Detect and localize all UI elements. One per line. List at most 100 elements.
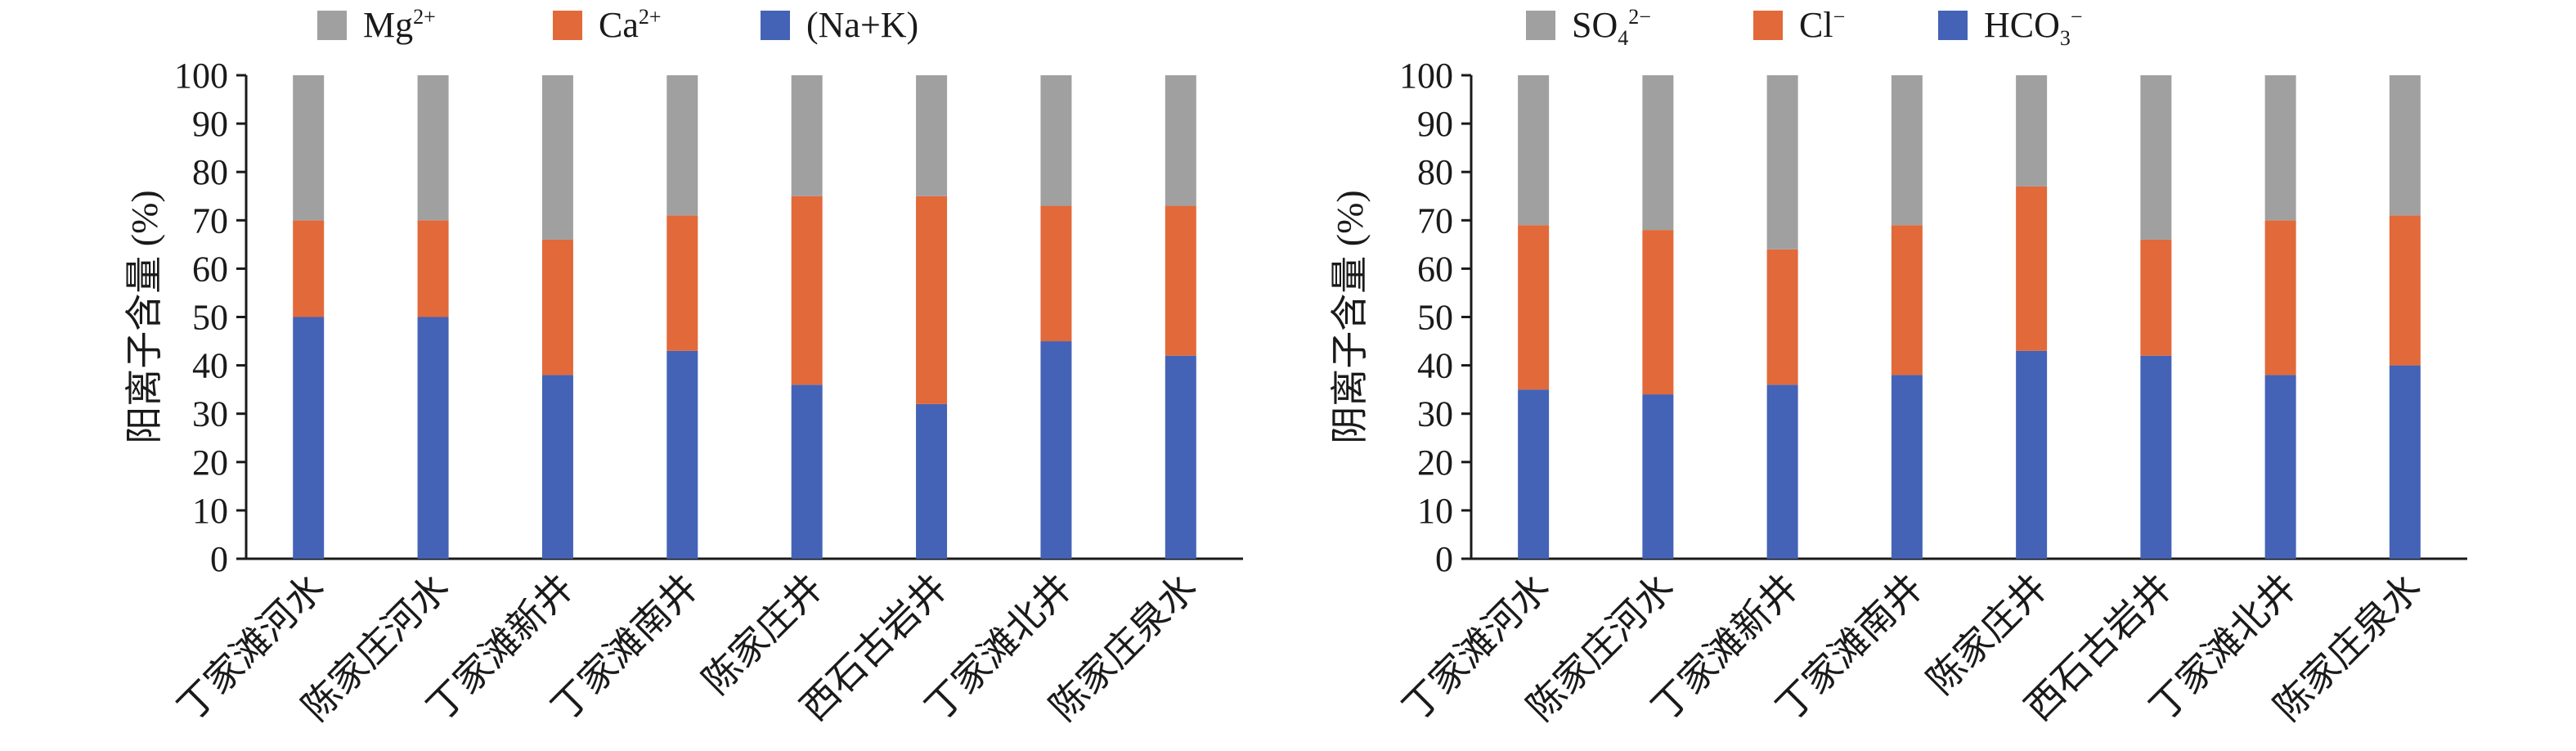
legend-label-superscript: 2+ bbox=[413, 5, 436, 29]
legend-label-superscript: 2− bbox=[1628, 5, 1651, 29]
legend-label-base: Ca bbox=[599, 5, 639, 45]
legend-label: SO42− bbox=[1572, 5, 1651, 50]
bar-segment-3 bbox=[1891, 75, 1923, 226]
legend-label-base: Mg bbox=[363, 5, 413, 45]
y-axis-label: 阳离子含量 (%) bbox=[123, 190, 165, 443]
bar-segment-1 bbox=[2140, 355, 2172, 559]
bar-segment-2 bbox=[1165, 205, 1196, 356]
legend-item: Cl− bbox=[1753, 5, 1845, 45]
legend-label: Ca2+ bbox=[599, 5, 662, 45]
bar-segment-3 bbox=[2140, 75, 2172, 240]
legend-label-subscript: 4 bbox=[1618, 26, 1628, 50]
legend-label: HCO3− bbox=[1984, 5, 2083, 50]
bar-segment-1 bbox=[791, 384, 823, 559]
bar-segment-2 bbox=[541, 239, 573, 376]
y-tick-label: 70 bbox=[192, 200, 228, 241]
legend-label: Mg2+ bbox=[363, 5, 436, 45]
y-tick-label: 40 bbox=[1417, 346, 1453, 386]
bar-segment-2 bbox=[1891, 225, 1923, 376]
bar-segment-1 bbox=[1040, 341, 1072, 559]
legend-label-subscript: 3 bbox=[2060, 26, 2071, 50]
bar-segment-3 bbox=[541, 75, 573, 240]
y-tick-label: 80 bbox=[192, 152, 228, 192]
bar-segment-2 bbox=[1040, 205, 1072, 342]
bar-segment-1 bbox=[1518, 389, 1550, 559]
legend-swatch bbox=[317, 11, 347, 40]
bar-segment-1 bbox=[2016, 350, 2048, 559]
bar-segment-2 bbox=[1518, 225, 1550, 390]
bar-segment-3 bbox=[916, 75, 948, 196]
y-tick-label: 0 bbox=[210, 539, 228, 579]
legend-swatch bbox=[1526, 11, 1555, 40]
bar-segment-3 bbox=[2016, 75, 2048, 187]
bar-segment-1 bbox=[1891, 375, 1923, 559]
bar-segment-1 bbox=[1642, 394, 1674, 559]
bar-segment-2 bbox=[2264, 220, 2296, 376]
y-tick-label: 100 bbox=[1399, 56, 1453, 96]
bar-segment-3 bbox=[1766, 75, 1798, 250]
y-tick-label: 40 bbox=[192, 346, 228, 386]
y-tick-label: 30 bbox=[192, 394, 228, 434]
y-tick-label: 0 bbox=[1435, 539, 1453, 579]
bar-segment-1 bbox=[666, 350, 698, 559]
y-tick-label: 70 bbox=[1417, 200, 1453, 241]
bar-segment-2 bbox=[2140, 239, 2172, 356]
y-tick-label: 20 bbox=[1417, 443, 1453, 483]
legend-item: Mg2+ bbox=[317, 5, 436, 45]
bar-segment-2 bbox=[666, 215, 698, 351]
bar-segment-1 bbox=[2389, 365, 2421, 559]
legend-label: Cl− bbox=[1799, 5, 1845, 45]
bar-segment-2 bbox=[2016, 186, 2048, 351]
legend-item: HCO3− bbox=[1938, 5, 2083, 50]
legend-item: (Na+K) bbox=[761, 5, 918, 45]
legend-label: (Na+K) bbox=[806, 5, 918, 45]
y-tick-label: 90 bbox=[192, 104, 228, 144]
bar-segment-2 bbox=[1642, 230, 1674, 395]
legend-label-base: HCO bbox=[1984, 5, 2060, 45]
legend-swatch bbox=[761, 11, 790, 40]
y-tick-label: 80 bbox=[1417, 152, 1453, 192]
y-tick-label: 50 bbox=[192, 298, 228, 338]
y-tick-label: 50 bbox=[1417, 298, 1453, 338]
y-tick-label: 10 bbox=[192, 491, 228, 531]
bar-segment-2 bbox=[417, 220, 449, 317]
bar-segment-1 bbox=[541, 375, 573, 559]
y-axis-label: 阴离子含量 (%) bbox=[1329, 190, 1371, 443]
y-tick-label: 60 bbox=[1417, 249, 1453, 289]
legend-label-base: (Na+K) bbox=[806, 5, 918, 45]
bar-segment-2 bbox=[293, 220, 325, 317]
y-tick-label: 60 bbox=[192, 249, 228, 289]
bar-segment-3 bbox=[1518, 75, 1550, 226]
legend-label-base: Cl bbox=[1799, 5, 1833, 45]
bar-segment-3 bbox=[293, 75, 325, 221]
bar-segment-2 bbox=[1766, 249, 1798, 385]
legend-swatch bbox=[1753, 11, 1783, 40]
y-tick-label: 20 bbox=[192, 443, 228, 483]
legend-item: Ca2+ bbox=[553, 5, 662, 45]
bar-segment-2 bbox=[2389, 215, 2421, 366]
bar-segment-1 bbox=[1165, 355, 1196, 559]
bar-segment-3 bbox=[2389, 75, 2421, 216]
legend-label-superscript: 2+ bbox=[639, 5, 662, 29]
y-tick-label: 10 bbox=[1417, 491, 1453, 531]
legend-swatch bbox=[1938, 11, 1968, 40]
bar-segment-3 bbox=[1642, 75, 1674, 231]
bar-segment-3 bbox=[1165, 75, 1196, 206]
bar-segment-3 bbox=[1040, 75, 1072, 206]
bar-segment-3 bbox=[2264, 75, 2296, 221]
bar-segment-1 bbox=[1766, 384, 1798, 559]
bar-segment-2 bbox=[916, 196, 948, 404]
bar-segment-1 bbox=[293, 317, 325, 559]
legend-swatch bbox=[553, 11, 582, 40]
legend-label-superscript: − bbox=[1833, 5, 1846, 29]
bar-segment-2 bbox=[791, 196, 823, 385]
bar-segment-1 bbox=[916, 403, 948, 559]
y-tick-label: 30 bbox=[1417, 394, 1453, 434]
legend-label-base: SO bbox=[1572, 5, 1618, 45]
bar-segment-1 bbox=[417, 317, 449, 559]
bar-segment-3 bbox=[791, 75, 823, 196]
bar-segment-3 bbox=[417, 75, 449, 221]
